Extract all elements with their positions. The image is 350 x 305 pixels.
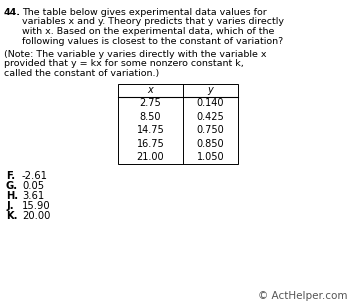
Text: 14.75: 14.75 <box>136 125 164 135</box>
Text: 1.050: 1.050 <box>197 152 224 162</box>
Text: J.: J. <box>6 201 14 211</box>
Text: 15.90: 15.90 <box>22 201 51 211</box>
Text: 8.50: 8.50 <box>140 112 161 122</box>
Text: 0.05: 0.05 <box>22 181 44 191</box>
Text: y: y <box>208 85 214 95</box>
Text: called the constant of variation.): called the constant of variation.) <box>4 69 159 78</box>
Text: H.: H. <box>6 191 18 201</box>
Text: -2.61: -2.61 <box>22 171 48 181</box>
Text: (Note: The variable y varies directly with the variable x: (Note: The variable y varies directly wi… <box>4 50 266 59</box>
Text: with x. Based on the experimental data, which of the: with x. Based on the experimental data, … <box>22 27 274 36</box>
Bar <box>118 84 238 164</box>
Text: provided that y = kx for some nonzero constant k,: provided that y = kx for some nonzero co… <box>4 59 244 69</box>
Text: 16.75: 16.75 <box>136 139 164 149</box>
Text: x: x <box>148 85 153 95</box>
Text: 21.00: 21.00 <box>137 152 164 162</box>
Text: 2.75: 2.75 <box>140 98 161 108</box>
Text: 0.750: 0.750 <box>197 125 224 135</box>
Text: The table below gives experimental data values for: The table below gives experimental data … <box>22 8 267 17</box>
Text: 44.: 44. <box>4 8 21 17</box>
Text: following values is closest to the constant of variation?: following values is closest to the const… <box>22 37 283 45</box>
Text: K.: K. <box>6 211 18 221</box>
Text: 0.425: 0.425 <box>197 112 224 122</box>
Text: F.: F. <box>6 171 15 181</box>
Text: 0.140: 0.140 <box>197 98 224 108</box>
Text: G.: G. <box>6 181 18 191</box>
Text: © ActHelper.com: © ActHelper.com <box>258 291 347 301</box>
Text: 0.850: 0.850 <box>197 139 224 149</box>
Text: 20.00: 20.00 <box>22 211 50 221</box>
Text: variables x and y. Theory predicts that y varies directly: variables x and y. Theory predicts that … <box>22 17 284 27</box>
Text: 3.61: 3.61 <box>22 191 44 201</box>
